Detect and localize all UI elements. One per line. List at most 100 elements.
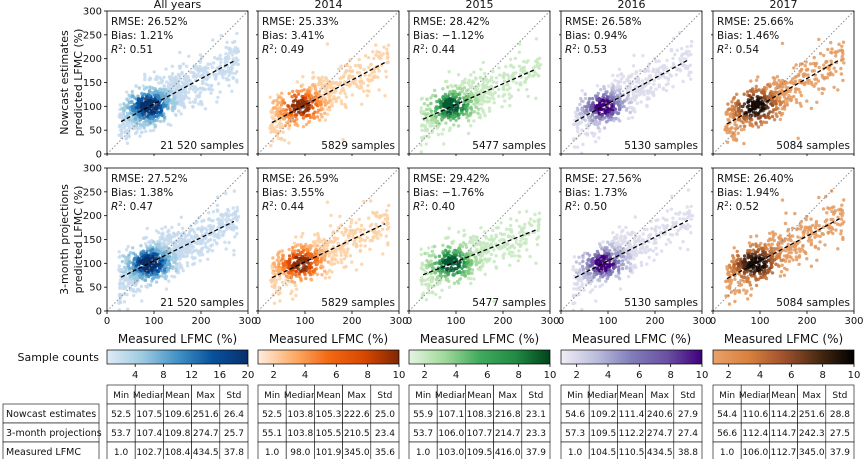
sample-point [233, 211, 237, 215]
sample-point [755, 99, 759, 104]
sample-point [178, 91, 182, 96]
sample-point [425, 263, 429, 267]
sample-point [209, 91, 213, 95]
sample-point [301, 75, 305, 79]
sample-point [191, 88, 196, 92]
sample-point [512, 65, 516, 70]
sample-point [497, 239, 502, 243]
sample-point [300, 112, 304, 117]
sample-point [434, 292, 438, 296]
sample-point [279, 125, 283, 130]
fit-line [271, 61, 386, 124]
sample-point [282, 117, 286, 121]
sample-point [322, 79, 326, 83]
sample-point [306, 108, 310, 112]
sample-point [661, 74, 665, 78]
sample-point [156, 239, 160, 243]
sample-point [645, 96, 650, 100]
sample-point [126, 244, 130, 249]
sample-point [461, 241, 466, 245]
sample-point [497, 87, 501, 92]
sample-point [153, 124, 158, 128]
sample-point [671, 85, 675, 89]
sample-point [690, 39, 694, 44]
sample-point [367, 65, 371, 70]
x-tick-label: 100 [144, 316, 163, 327]
sample-point [155, 272, 159, 276]
sample-point [616, 117, 620, 121]
sample-point [131, 115, 135, 119]
sample-point [385, 56, 390, 60]
sample-point [173, 112, 178, 117]
fit-line [120, 60, 235, 123]
sample-point [597, 98, 601, 102]
sample-point [479, 67, 483, 72]
sample-point [117, 308, 122, 311]
sample-point [118, 103, 123, 107]
sample-point [492, 101, 496, 105]
sample-point [344, 254, 349, 258]
sample-point [143, 268, 148, 273]
sample-point [642, 89, 646, 94]
sample-point [837, 42, 841, 46]
sample-point [235, 80, 239, 84]
sample-point [148, 77, 153, 81]
sample-point [747, 94, 752, 98]
sample-point [771, 82, 776, 86]
sample-point [166, 85, 170, 89]
sample-point [806, 81, 811, 85]
sample-point [592, 122, 596, 126]
sample-point [137, 86, 142, 90]
y-tick-label: 200 [83, 54, 102, 65]
sample-point [206, 62, 210, 66]
sample-point [482, 71, 487, 76]
sample-point [162, 275, 166, 279]
sample-point [381, 220, 385, 225]
rmse-label: RMSE: 25.66% [717, 16, 794, 28]
y-tick-label: 0 [96, 307, 102, 318]
sample-point [123, 255, 127, 259]
sample-point [274, 289, 279, 293]
sample-point [144, 258, 148, 262]
sample-point [363, 54, 368, 58]
sample-point [166, 258, 171, 262]
sample-point [370, 71, 374, 75]
sample-point [348, 254, 353, 258]
sample-point [327, 254, 331, 258]
sample-point [162, 238, 167, 242]
sample-point [344, 264, 348, 269]
sample-point [736, 100, 740, 104]
sample-point [829, 40, 833, 45]
sample-point [304, 252, 308, 257]
sample-point [789, 98, 793, 102]
sample-point [727, 118, 731, 123]
sample-point [661, 86, 666, 91]
sample-point [420, 128, 424, 132]
sample-point [792, 94, 796, 99]
sample-point [315, 115, 320, 119]
sample-point [142, 112, 147, 116]
sample-point [221, 233, 225, 237]
sample-point [325, 247, 329, 251]
sample-point [228, 71, 232, 75]
sample-point [666, 76, 670, 80]
sample-point [288, 107, 292, 111]
sample-point [289, 291, 293, 296]
sample-point [423, 128, 427, 133]
sample-point [451, 92, 455, 97]
sample-point [422, 102, 427, 106]
x-tick-label: 300 [238, 316, 257, 327]
sample-point [785, 100, 789, 105]
sample-point [279, 109, 283, 113]
sample-point [522, 59, 526, 64]
sample-point [687, 49, 691, 54]
sample-point [795, 100, 799, 105]
sample-point [205, 71, 209, 75]
sample-point [472, 70, 476, 74]
sample-point [272, 261, 276, 265]
sample-point [156, 263, 160, 267]
sample-point [324, 88, 328, 92]
sample-point [323, 269, 327, 273]
sample-point [438, 122, 442, 126]
